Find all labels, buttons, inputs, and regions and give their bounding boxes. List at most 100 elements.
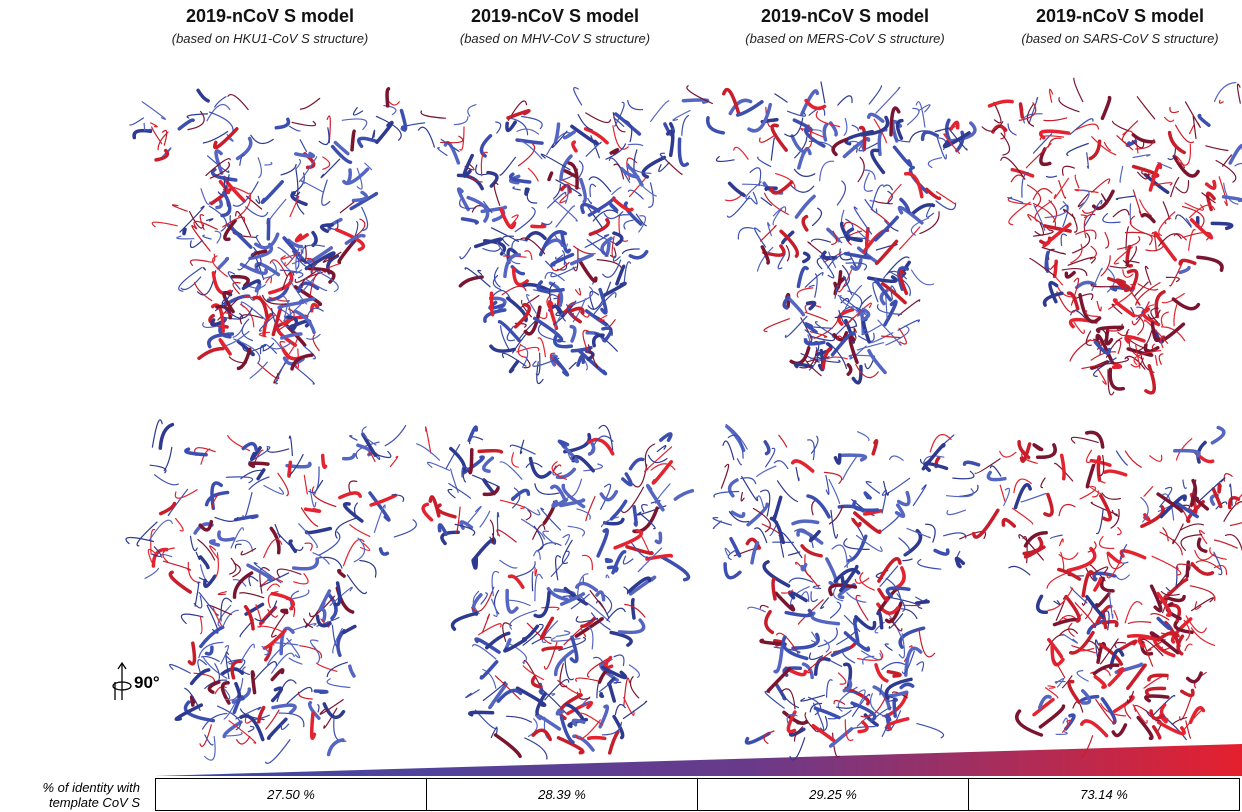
ribbon: [713, 518, 731, 526]
ribbon: [235, 544, 241, 548]
ribbon: [210, 112, 234, 131]
ribbon: [833, 140, 846, 155]
ribbon: [463, 219, 478, 223]
ribbon: [1059, 505, 1075, 516]
ribbon: [837, 181, 845, 205]
ribbon: [1113, 725, 1125, 735]
ribbon: [485, 241, 505, 254]
ribbon: [1105, 233, 1109, 249]
ribbon: [306, 509, 320, 511]
row-label: % of identity with template CoV S: [0, 780, 140, 810]
ribbon: [725, 564, 740, 578]
ribbon: [651, 464, 675, 470]
ribbon: [589, 627, 593, 649]
ribbon: [549, 173, 552, 179]
ribbon: [207, 493, 228, 505]
ribbon: [1050, 283, 1057, 302]
ribbon: [453, 613, 477, 629]
ribbon: [258, 158, 261, 178]
ribbon: [313, 233, 316, 246]
ribbon: [1009, 566, 1030, 575]
ribbon: [879, 559, 900, 581]
ribbon: [470, 712, 493, 714]
ribbon: [779, 435, 787, 447]
ribbon: [565, 659, 573, 680]
ribbon: [502, 286, 526, 295]
ribbon: [1062, 455, 1064, 478]
ribbon: [827, 357, 847, 359]
ribbon: [152, 222, 177, 226]
ribbon: [919, 105, 930, 112]
ribbon: [270, 199, 286, 219]
ribbon: [923, 132, 938, 139]
ribbon: [229, 721, 256, 744]
ribbon: [797, 288, 813, 297]
ribbon: [586, 142, 601, 156]
ribbon: [895, 147, 911, 165]
ribbon: [219, 532, 234, 540]
ribbon: [1102, 579, 1113, 591]
ribbon: [1120, 545, 1128, 564]
ribbon: [455, 507, 460, 533]
ribbon: [377, 123, 392, 143]
ribbon: [1159, 354, 1163, 364]
column-title: 2019-nCoV S model: [125, 6, 415, 27]
ribbon: [633, 600, 634, 618]
ribbon: [1165, 117, 1174, 121]
ribbon: [1210, 548, 1227, 560]
ribbon: [232, 277, 248, 286]
ribbon: [164, 447, 172, 470]
ribbon: [476, 165, 491, 175]
ribbon: [1237, 84, 1240, 103]
ribbon: [808, 440, 815, 460]
ribbon: [1098, 369, 1107, 385]
ribbon: [751, 192, 757, 204]
ribbon: [858, 157, 864, 182]
ribbon: [1192, 220, 1212, 238]
ribbon: [579, 260, 596, 281]
ribbon: [1198, 257, 1222, 270]
ribbon: [340, 493, 360, 498]
ribbon: [873, 441, 876, 454]
ribbon: [481, 136, 490, 156]
column-title: 2019-nCoV S model: [975, 6, 1242, 27]
ribbon: [809, 285, 814, 287]
ribbon: [878, 320, 901, 345]
ribbon: [1110, 369, 1123, 389]
ribbon: [1219, 485, 1220, 492]
ribbon: [384, 106, 396, 115]
ribbon: [507, 600, 530, 605]
identity-cell: 28.39 %: [426, 779, 697, 810]
ribbon: [990, 101, 1013, 106]
ribbon: [1061, 552, 1064, 569]
ribbon: [856, 617, 875, 629]
ribbon: [172, 205, 187, 211]
ribbon: [524, 285, 548, 290]
ribbon: [270, 274, 292, 293]
ribbon: [205, 576, 215, 586]
ribbon: [590, 220, 608, 235]
ribbon: [790, 184, 814, 192]
ribbon: [349, 481, 357, 492]
ribbon: [336, 583, 340, 605]
ribbon: [1125, 232, 1152, 244]
ribbon: [264, 486, 284, 495]
ribbon: [305, 543, 312, 550]
ribbon: [748, 504, 767, 525]
ribbon: [1224, 502, 1242, 522]
ribbon: [1147, 688, 1165, 694]
ribbon: [323, 157, 330, 169]
ribbon: [885, 644, 892, 650]
ribbon: [491, 293, 492, 314]
ribbon: [1156, 292, 1164, 317]
ribbon: [604, 212, 623, 219]
ribbon: [190, 240, 202, 247]
ribbon: [988, 473, 1005, 480]
ribbon: [334, 718, 346, 741]
ribbon: [642, 186, 656, 196]
ribbon: [1159, 212, 1175, 236]
ribbon: [927, 189, 940, 198]
ribbon: [1102, 194, 1108, 204]
ribbon: [535, 568, 537, 576]
ribbon: [1040, 706, 1063, 727]
